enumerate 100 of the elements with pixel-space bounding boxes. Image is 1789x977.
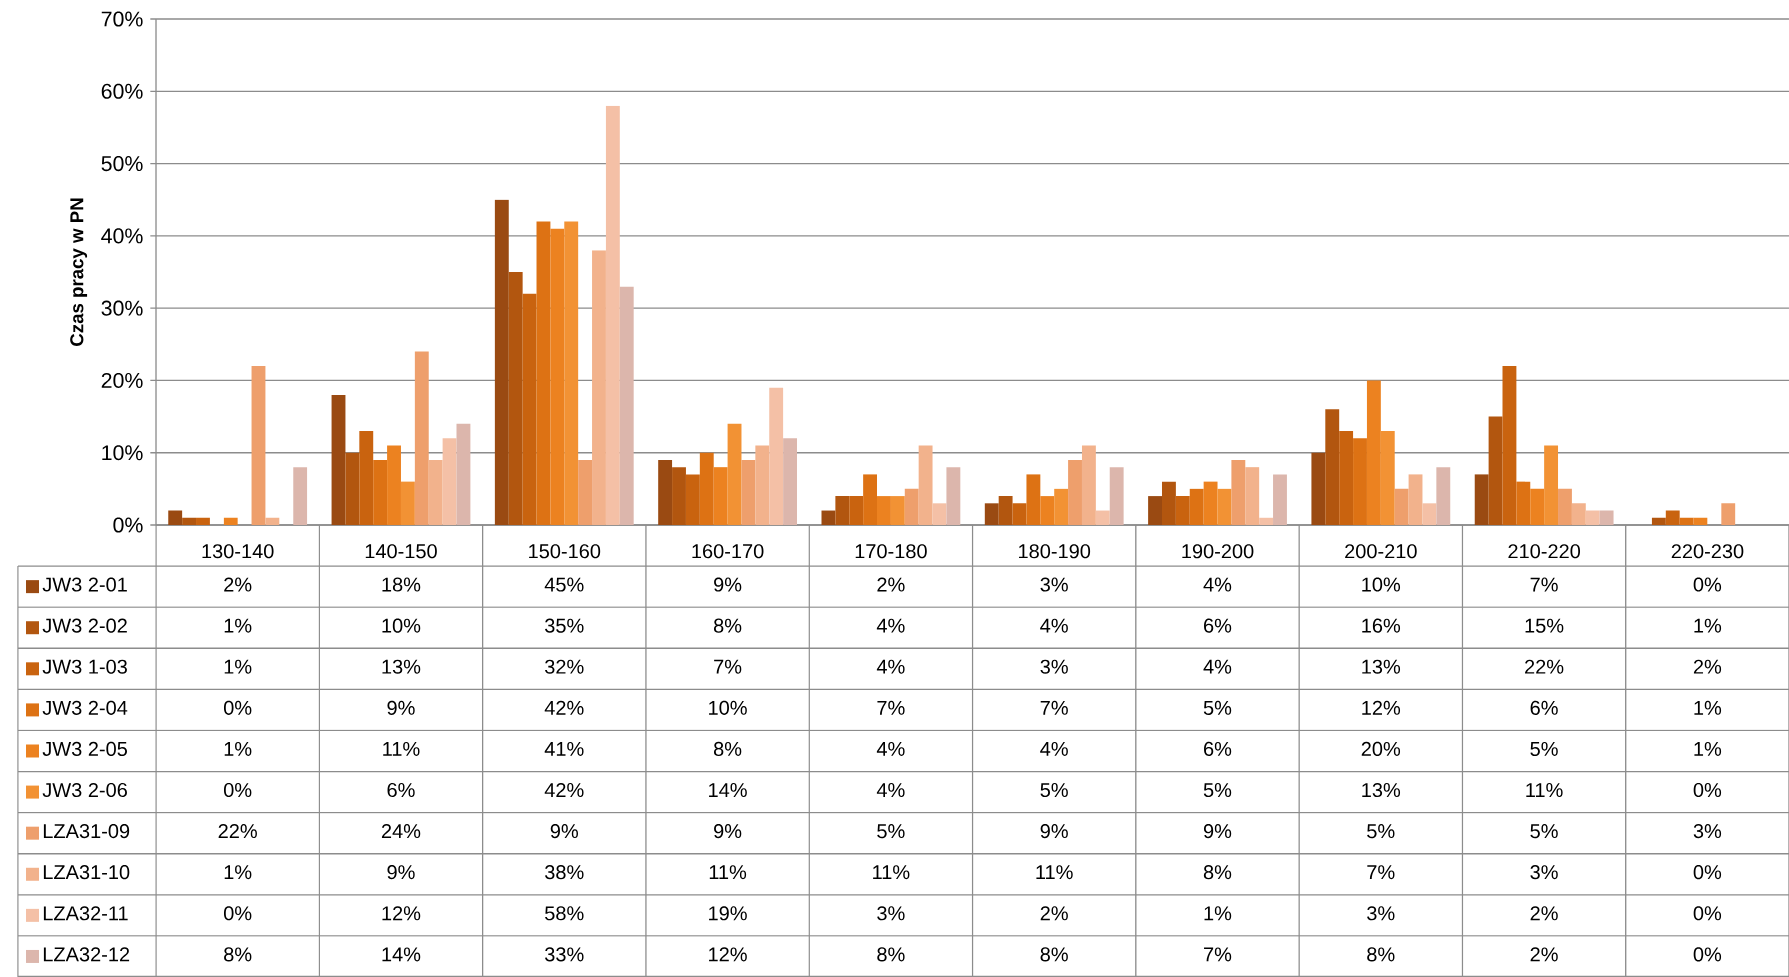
x-tick-label: 140-150: [365, 544, 437, 559]
bar: [741, 459, 756, 525]
bar: [414, 351, 429, 525]
bar: [1585, 510, 1600, 525]
bar: [1189, 488, 1204, 525]
data-label: 7%: [1367, 865, 1395, 880]
data-label: 12%: [382, 906, 421, 921]
data-label: 1%: [224, 618, 252, 633]
data-label: 6%: [1204, 741, 1232, 756]
bar: [331, 394, 346, 525]
bar: [849, 496, 864, 525]
bar: [1040, 496, 1055, 525]
data-label: 0%: [1693, 577, 1722, 592]
bar: [1162, 481, 1176, 525]
data-label: 11%: [383, 741, 420, 756]
bar: [1679, 517, 1694, 525]
bar: [821, 510, 836, 525]
y-tick-label: 50%: [101, 156, 143, 172]
bar: [1068, 459, 1082, 525]
bar: [223, 517, 238, 525]
bar: [442, 438, 457, 525]
bar: [877, 496, 891, 525]
bar: [387, 445, 401, 525]
bar: [428, 459, 443, 525]
bar: [1325, 409, 1340, 525]
bar: [984, 503, 999, 525]
data-label: 0%: [223, 700, 252, 715]
bar: [1203, 481, 1218, 525]
x-tick-label: 220-230: [1671, 544, 1744, 559]
bar: [1721, 503, 1736, 525]
bar: [1245, 467, 1260, 525]
bar: [373, 459, 388, 525]
data-label: 6%: [387, 782, 415, 798]
data-label: 18%: [382, 577, 421, 592]
bar: [863, 474, 878, 525]
data-label: 19%: [709, 906, 747, 921]
data-label: 20%: [1361, 741, 1401, 756]
data-label: 13%: [1362, 659, 1401, 674]
data-label: 7%: [877, 700, 905, 715]
bar: [727, 423, 742, 525]
legend-label: LZA32-12: [43, 947, 130, 962]
data-label: 9%: [1203, 824, 1232, 839]
data-label: 9%: [714, 577, 742, 592]
data-label: 42%: [544, 782, 584, 798]
data-label: 8%: [1203, 865, 1232, 880]
data-label: 1%: [224, 659, 252, 674]
data-label: 1%: [1694, 741, 1722, 756]
data-label: 9%: [550, 824, 578, 839]
data-label: 42%: [544, 700, 584, 715]
data-label: 22%: [218, 824, 257, 839]
data-label: 16%: [1362, 618, 1401, 633]
bar: [658, 459, 673, 525]
bar: [1353, 438, 1367, 525]
bar: [1488, 416, 1503, 525]
legend-label: JW3 2-06: [42, 782, 127, 798]
data-label: 1%: [224, 741, 252, 756]
data-label: 14%: [709, 783, 747, 798]
bar: [578, 459, 593, 525]
data-label: 15%: [1525, 618, 1564, 633]
data-label: 38%: [545, 865, 584, 880]
y-tick-label: 70%: [101, 11, 143, 27]
data-label: 10%: [709, 700, 747, 715]
data-label: 2%: [1693, 659, 1722, 674]
bar: [196, 517, 210, 525]
data-label: 7%: [1204, 947, 1232, 962]
bar: [182, 517, 197, 525]
data-label: 3%: [877, 906, 905, 921]
data-label: 10%: [382, 618, 421, 633]
data-label: 3%: [1530, 865, 1558, 880]
data-label: 12%: [1362, 700, 1401, 715]
bar: [1339, 431, 1354, 525]
bar: [1544, 445, 1559, 525]
data-label: 5%: [1203, 783, 1232, 798]
legend-label: LZA31-09: [43, 824, 130, 839]
data-label: 1%: [1694, 700, 1722, 715]
bar: [1665, 510, 1680, 525]
bar: [769, 387, 784, 525]
y-tick-label: 20%: [101, 372, 143, 388]
y-tick-label: 40%: [101, 228, 143, 244]
bar: [1148, 496, 1162, 525]
data-label: 4%: [876, 741, 905, 756]
data-label: 13%: [382, 659, 421, 674]
x-tick-label: 200-210: [1345, 544, 1417, 559]
x-tick-label: 210-220: [1508, 544, 1581, 559]
data-label: 0%: [223, 906, 252, 921]
data-label: 41%: [544, 741, 584, 756]
bar: [251, 365, 266, 525]
data-label: 6%: [1204, 618, 1232, 633]
data-label: 1%: [1694, 618, 1722, 633]
bar: [508, 272, 523, 525]
bar: [400, 481, 415, 525]
data-label: 8%: [877, 947, 905, 962]
bar: [1026, 474, 1041, 525]
x-tick-label: 180-190: [1019, 544, 1091, 559]
bar: [1571, 503, 1586, 525]
data-label: 0%: [1693, 782, 1722, 798]
data-label: 0%: [223, 782, 252, 798]
data-label: 5%: [1367, 824, 1395, 839]
bar: [932, 503, 947, 525]
data-label: 33%: [545, 947, 584, 962]
